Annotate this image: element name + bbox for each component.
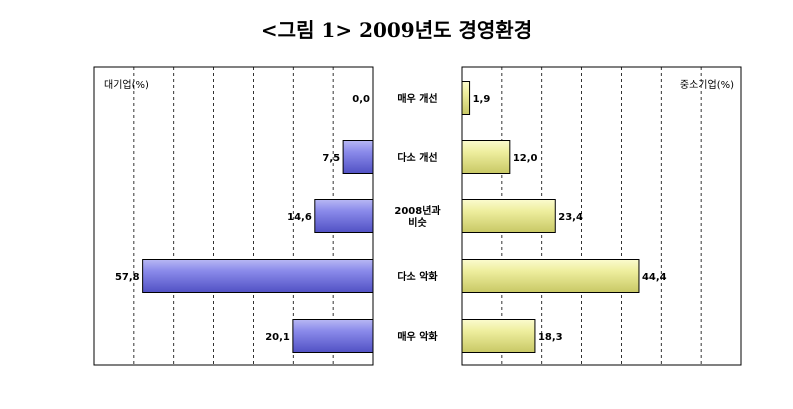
sme-bars: 1,9 12,0 23,4 44,4 18,3 xyxy=(461,81,667,353)
large-company-value-label: 57,8 xyxy=(115,272,140,283)
large-company-panel: 대기업(%) 0,0 7,5 14,6 57,8 20,1 xyxy=(93,66,374,366)
large-company-value-label: 7,5 xyxy=(322,153,340,164)
sme-value-label: 44,4 xyxy=(642,272,667,283)
large-company-bar xyxy=(342,140,374,174)
sme-value-label: 18,3 xyxy=(538,332,563,343)
category-label: 다소 악화 xyxy=(397,270,438,283)
large-company-value-label: 14,6 xyxy=(287,212,312,223)
large-company-value-label: 0,0 xyxy=(352,94,370,105)
sme-panel: 중소기업(%) 1,9 12,0 23,4 44,4 18,3 xyxy=(461,66,742,366)
large-company-bars: 0,0 7,5 14,6 57,8 20,1 xyxy=(115,94,374,353)
chart-title: <그림 1> 2009년도 경영환경 xyxy=(260,18,533,42)
large-company-panel-label: 대기업(%) xyxy=(104,78,149,91)
sme-bar xyxy=(461,199,556,233)
sme-bar xyxy=(461,140,511,174)
sme-bar xyxy=(461,259,640,293)
sme-value-label: 12,0 xyxy=(513,153,538,164)
category-label: 다소 개선 xyxy=(397,151,437,164)
large-company-value-label: 20,1 xyxy=(265,332,290,343)
sme-panel-label: 중소기업(%) xyxy=(680,78,734,91)
category-label: 2008년과 비슷 xyxy=(394,204,441,229)
large-company-bar xyxy=(314,199,374,233)
large-company-grid xyxy=(133,67,334,365)
sme-bar xyxy=(461,319,536,353)
sme-value-label: 23,4 xyxy=(558,212,583,223)
category-label: 매우 개선 xyxy=(397,92,437,105)
category-label: 매우 악화 xyxy=(397,330,438,343)
sme-bar xyxy=(461,81,471,115)
large-company-bar xyxy=(292,319,374,353)
sme-grid xyxy=(501,67,702,365)
sme-value-label: 1,9 xyxy=(473,94,491,105)
large-company-bar xyxy=(142,259,374,293)
